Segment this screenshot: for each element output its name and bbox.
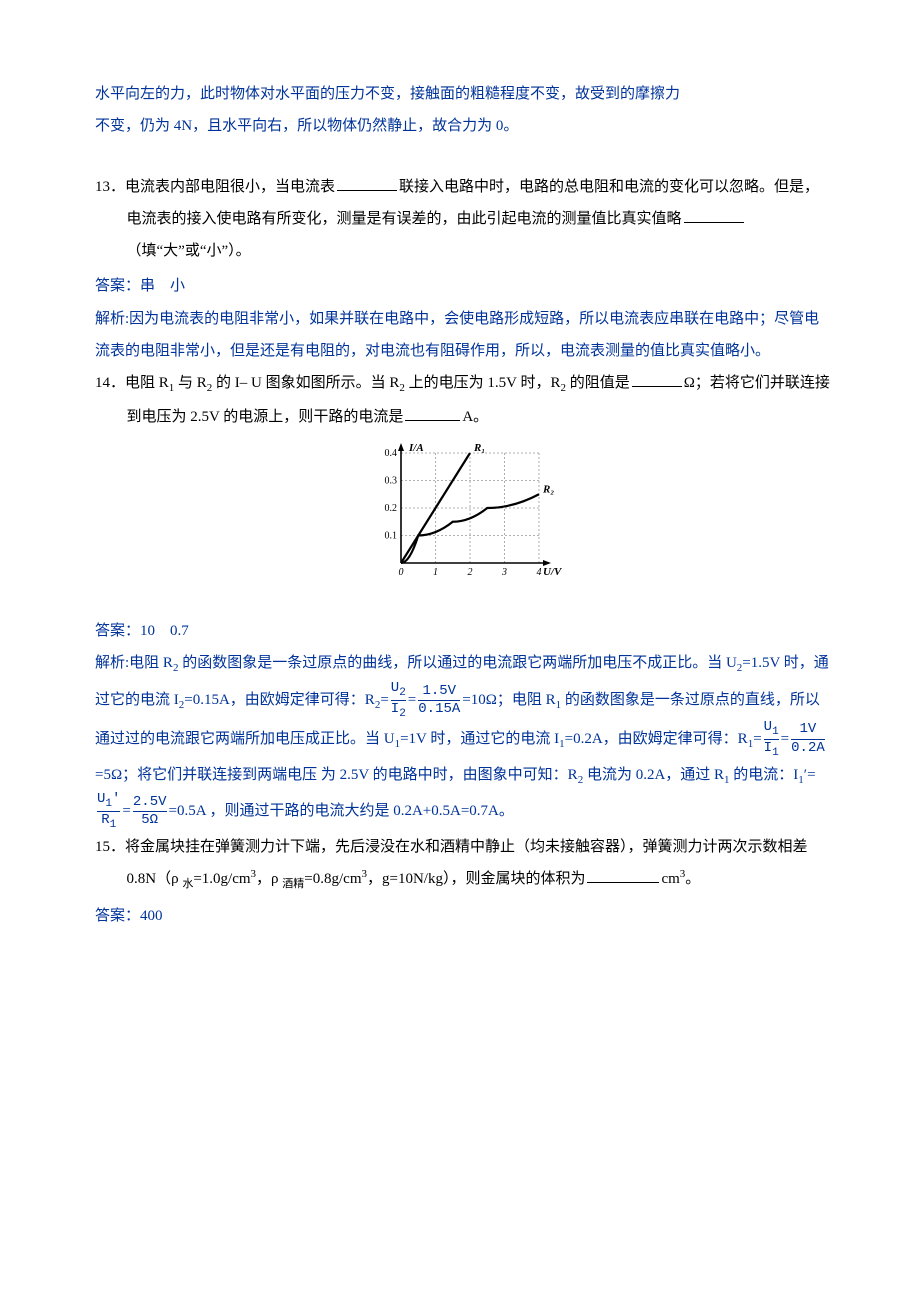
q14-expl-e: = [380,692,388,708]
q15-text-f: cm [661,871,679,887]
fraction-u1p-r1: U1′R1 [97,792,120,831]
q15-text-e: ，g=10N/kg），则金属块的体积为 [367,871,585,887]
q14-text-g: A。 [462,409,488,425]
q13-explanation: 解析:因为电流表的电阻非常小，如果并联在电路中，会使电路形成短路，所以电流表应串… [95,303,830,368]
blank-input [337,176,397,191]
svg-text:U/V: U/V [543,566,563,578]
iv-graph-svg: 0 1 2 3 4 0.1 0.2 0.3 0.4 I/A U/V R₁ R₂ [363,441,563,591]
q14-explanation: 解析:电阻 R2 的函数图象是一条过原点的曲线，所以通过的电流跟它两端所加电压不… [95,647,830,831]
q14-expl-g: =1V 时，通过它的电流 I [400,731,559,747]
svg-text:3: 3 [501,567,507,578]
fraction-u2-i2: U2I2 [391,681,406,720]
q14-eq4: =0.5A [169,803,206,819]
q15-text-g: 。 [685,871,700,887]
svg-text:0.1: 0.1 [384,530,397,541]
q14-expl-h: =0.2A，由欧姆定律可得：R [565,731,748,747]
blank-input [632,372,682,387]
q14-graph: 0 1 2 3 4 0.1 0.2 0.3 0.4 I/A U/V R₁ R₂ [95,441,830,603]
q15-text-c: ，ρ [256,871,282,887]
q15-answer: 答案：400 [95,900,830,932]
q14-text-a: 电阻 R [125,375,169,391]
q15-text-d: =0.8g/cm [304,871,361,887]
q14-text-b: 与 R [174,375,207,391]
fraction-1.5v-0.15a: 1.5V0.15A [418,684,460,718]
q14-expl-j: 电流为 0.2A，通过 R [583,767,724,783]
q12-tail-line1: 水平向左的力，此时物体对水平面的压力不变，接触面的粗糙程度不变，故受到的摩擦力 [95,86,680,102]
q12-explanation-tail: 水平向左的力，此时物体对水平面的压力不变，接触面的粗糙程度不变，故受到的摩擦力 … [95,78,830,143]
svg-text:1: 1 [433,567,438,578]
svg-text:2: 2 [467,567,472,578]
q13-answer: 答案：串 小 [95,270,830,302]
svg-text:0.2: 0.2 [384,503,397,514]
eq1: = [408,692,416,708]
q14-expl-m: ，则通过干路的电流大约是 0.2A+0.5A=0.7A。 [209,803,513,819]
svg-text:0.3: 0.3 [384,475,397,486]
svg-text:0.4: 0.4 [384,448,397,459]
q13-text-a: 电流表内部电阻很小，当电流表 [125,179,335,195]
q14-expl-a: 解析:电阻 R [95,655,173,671]
fraction-1v-0.2a: 1V0.2A [791,722,825,756]
q15-text-b: =1.0g/cm [193,871,250,887]
q15-number: 15． [95,839,125,855]
q13-number: 13． [95,179,125,195]
q14-expl-k: 的电流：I [730,767,799,783]
svg-text:0: 0 [398,567,403,578]
svg-text:4: 4 [536,567,541,578]
q13-text-c: （填“大”或“小”）。 [127,243,251,259]
fraction-2.5v-5ohm: 2.5V5Ω [133,795,167,829]
q14-eq2: =10Ω；电阻 R [462,692,555,708]
svg-text:R₁: R₁ [473,442,485,454]
blank-input [684,208,744,223]
blank-input [587,868,659,883]
svg-text:I/A: I/A [408,442,424,454]
q14-text-e: 的阻值是 [566,375,630,391]
q14-text-d: 上的电压为 1.5V 时，R [405,375,561,391]
subscript-water: 水 [182,878,193,890]
q14-number: 14． [95,375,125,391]
svg-text:R₂: R₂ [542,483,554,495]
q14-expl-i: 为 2.5V 的电路中时，由图象中可知：R [321,767,578,783]
fraction-u1-i1: U1I1 [764,720,779,759]
q14-body: 14．电阻 R1 与 R2 的 I– U 图象如图所示。当 R2 上的电压为 1… [95,367,830,433]
blank-input [405,406,460,421]
q14-text-c: 的 I– U 图象如图所示。当 R [212,375,399,391]
q14-eq3: =5Ω；将它们并联连接到两端电压 [95,767,317,783]
q14-expl-l: ′= [804,767,816,783]
q15-body: 15．将金属块挂在弹簧测力计下端，先后浸没在水和酒精中静止（均未接触容器），弹簧… [95,831,830,897]
q13-body: 13．电流表内部电阻很小，当电流表联接入电路中时，电路的总电阻和电流的变化可以忽… [95,171,830,268]
q12-tail-line2: 不变，仍为 4N，且水平向右，所以物体仍然静止，故合力为 0。 [95,118,518,134]
q14-expl-b: 的函数图象是一条过原点的曲线，所以通过的电流跟它两端所加电压不成正比。当 U [178,655,736,671]
subscript-alcohol: 酒精 [282,878,304,890]
q14-expl-d: =0.15A，由欧姆定律可得：R [184,692,375,708]
q14-answer: 答案：10 0.7 [95,615,830,647]
